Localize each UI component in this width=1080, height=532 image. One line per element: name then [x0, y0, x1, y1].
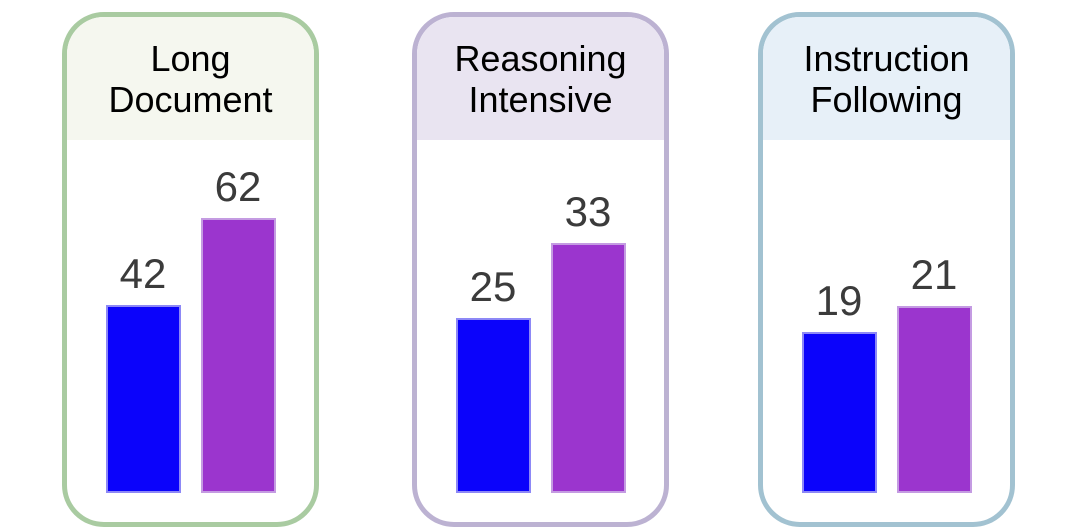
bar-blue	[105, 305, 181, 493]
card-instruction-following: Instruction Following 19 21	[758, 12, 1015, 527]
bar-group-purple: 62	[200, 163, 276, 493]
bar-purple	[200, 218, 276, 493]
card-title-line2: Intensive	[468, 78, 613, 120]
bar-value-label: 33	[564, 188, 612, 235]
bar-value-label: 19	[815, 277, 863, 324]
bar-value-label: 42	[119, 250, 167, 297]
bar-group-purple: 33	[550, 188, 626, 493]
bar-purple	[550, 243, 626, 493]
card-header: Instruction Following	[763, 17, 1010, 140]
bar-blue	[801, 332, 877, 493]
bar-value-label: 21	[910, 251, 958, 298]
bar-group-blue: 42	[105, 250, 181, 493]
card-reasoning-intensive: Reasoning Intensive 25 33	[412, 12, 669, 527]
bar-chart: 42 62	[67, 164, 314, 493]
bar-chart: 19 21	[763, 252, 1010, 493]
card-title-line1: Long	[150, 37, 231, 79]
bar-purple	[896, 306, 972, 493]
bar-group-blue: 25	[455, 263, 531, 493]
card-title-line1: Reasoning	[454, 37, 627, 79]
card-header: Long Document	[67, 17, 314, 140]
card-title: Instruction Following	[803, 38, 969, 120]
bar-value-label: 62	[214, 163, 262, 210]
card-title: Reasoning Intensive	[454, 38, 626, 120]
bar-blue	[455, 318, 531, 493]
bar-chart: 25 33	[417, 189, 664, 493]
bar-group-blue: 19	[801, 277, 877, 493]
card-title-line2: Following	[810, 78, 963, 120]
bar-value-label: 25	[469, 263, 517, 310]
card-title-line1: Instruction	[803, 37, 970, 79]
bar-group-purple: 21	[896, 251, 972, 493]
card-long-document: Long Document 42 62	[62, 12, 319, 527]
card-title-line2: Document	[108, 78, 273, 120]
card-title: Long Document	[108, 38, 272, 120]
card-header: Reasoning Intensive	[417, 17, 664, 140]
